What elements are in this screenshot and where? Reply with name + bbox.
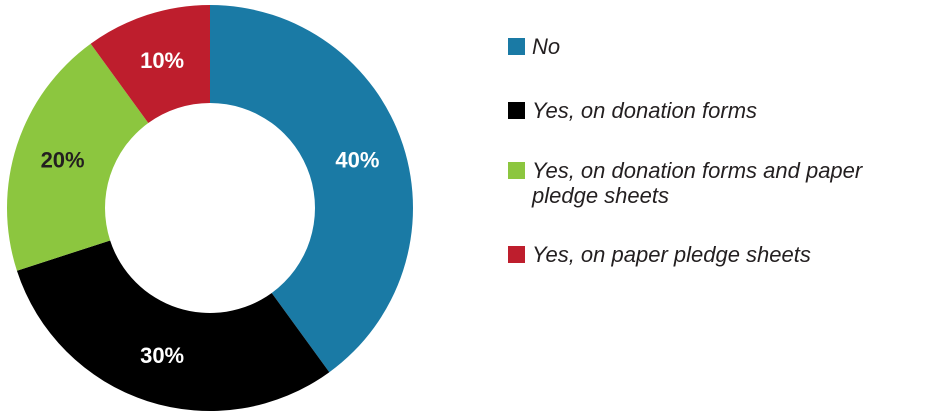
legend-swatch-yes-donation-forms xyxy=(508,102,525,119)
legend-label-yes-donation-forms-and-pledge-sheets: Yes, on donation forms and paper pledge … xyxy=(532,158,863,208)
legend-label-no: No xyxy=(532,34,561,59)
data-label-yes-on-donation-forms: 30% xyxy=(140,343,184,368)
donut-slice-yes-on-donation-forms xyxy=(16,240,330,412)
legend-label-yes-donation-forms: Yes, on donation forms xyxy=(532,98,758,123)
legend-swatch-no xyxy=(508,38,525,55)
legend-item-no: No xyxy=(508,34,922,59)
donut-slice-yes-on-paper-pledge-sheets xyxy=(90,5,210,124)
donut-slice-labels: 40% 30% 20% 10% xyxy=(41,48,380,368)
legend-swatch-yes-donation-forms-and-pledge-sheets xyxy=(508,162,525,179)
data-label-yes-on-donation-forms-and-paper-pledge-sheets: 20% xyxy=(41,148,85,173)
donut-slice-no xyxy=(210,5,413,373)
donut-slices xyxy=(7,5,413,412)
donut-slice-yes-on-donation-forms-and-paper-pledge-sheets xyxy=(7,43,149,271)
data-label-no: 40% xyxy=(335,148,379,173)
legend-label-yes-pledge-sheets: Yes, on paper pledge sheets xyxy=(532,242,811,267)
legend-swatch-yes-pledge-sheets xyxy=(508,246,525,263)
legend-item-yes-donation-forms: Yes, on donation forms xyxy=(508,98,922,123)
data-label-yes-on-paper-pledge-sheets: 10% xyxy=(140,48,184,73)
legend-item-yes-donation-forms-and-pledge-sheets: Yes, on donation forms and paper pledge … xyxy=(508,158,922,208)
legend-item-yes-pledge-sheets: Yes, on paper pledge sheets xyxy=(508,242,922,267)
